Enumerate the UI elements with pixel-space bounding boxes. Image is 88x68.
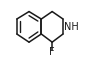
Text: F: F: [49, 47, 55, 57]
Text: NH: NH: [64, 21, 79, 32]
